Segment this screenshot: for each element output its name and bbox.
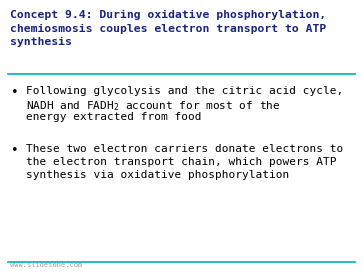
Text: synthesis via oxidative phosphorylation: synthesis via oxidative phosphorylation xyxy=(26,170,289,180)
Text: energy extracted from food: energy extracted from food xyxy=(26,112,201,122)
Text: www.slidetone.com: www.slidetone.com xyxy=(10,262,82,268)
Text: Following glycolysis and the citric acid cycle,: Following glycolysis and the citric acid… xyxy=(26,86,343,96)
Text: •: • xyxy=(11,144,19,157)
Text: •: • xyxy=(11,86,19,99)
Text: NADH and FADH$_2$ account for most of the: NADH and FADH$_2$ account for most of th… xyxy=(26,99,281,113)
Text: chemiosmosis couples electron transport to ATP: chemiosmosis couples electron transport … xyxy=(10,24,326,33)
Text: Concept 9.4: During oxidative phosphorylation,: Concept 9.4: During oxidative phosphoryl… xyxy=(10,10,326,20)
Text: synthesis: synthesis xyxy=(10,37,72,47)
Text: the electron transport chain, which powers ATP: the electron transport chain, which powe… xyxy=(26,157,337,167)
Text: These two electron carriers donate electrons to: These two electron carriers donate elect… xyxy=(26,144,343,154)
